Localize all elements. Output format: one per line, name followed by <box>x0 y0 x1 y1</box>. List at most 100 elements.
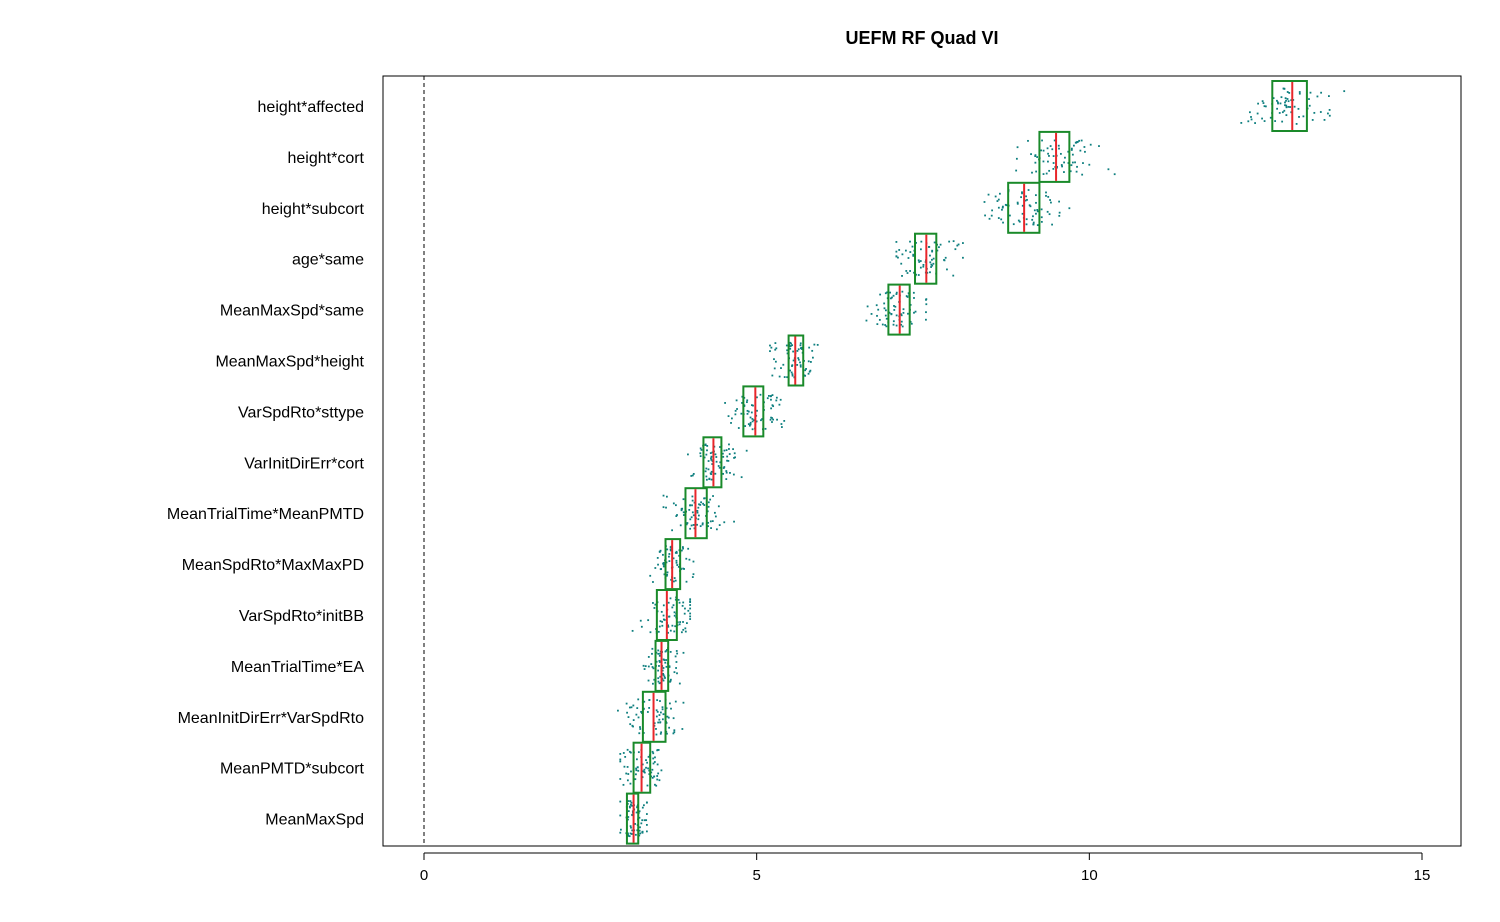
data-point <box>707 521 710 524</box>
data-point <box>1280 96 1283 99</box>
data-point <box>1015 169 1018 172</box>
data-point <box>675 515 678 517</box>
data-point <box>723 521 726 524</box>
data-point <box>1328 109 1331 111</box>
data-point <box>702 502 704 505</box>
data-point <box>1284 101 1286 104</box>
data-point <box>909 240 911 243</box>
data-point <box>705 467 708 470</box>
data-point <box>791 344 794 347</box>
data-point <box>925 303 928 306</box>
data-point <box>775 399 778 402</box>
data-point <box>662 506 665 509</box>
data-point <box>906 272 909 274</box>
data-point <box>645 759 647 762</box>
data-point <box>1248 111 1251 114</box>
x-tick-label: 0 <box>420 867 428 884</box>
data-point <box>666 548 669 551</box>
data-point <box>1320 91 1323 94</box>
data-point <box>672 580 675 583</box>
data-point <box>749 421 752 424</box>
data-point <box>673 611 676 614</box>
data-point <box>642 804 645 807</box>
data-point <box>1263 120 1266 122</box>
data-point <box>927 246 930 248</box>
data-point <box>631 804 633 807</box>
data-point <box>677 565 680 568</box>
data-point <box>1269 116 1272 119</box>
data-point <box>769 350 771 353</box>
data-point <box>1247 120 1250 123</box>
data-point <box>699 452 702 455</box>
data-point <box>647 656 650 658</box>
data-point <box>646 711 649 713</box>
data-point <box>719 446 721 448</box>
data-point <box>673 577 676 579</box>
data-point <box>726 459 728 462</box>
data-point <box>667 624 670 627</box>
data-point <box>1061 165 1063 168</box>
data-point <box>674 700 677 703</box>
data-point <box>895 250 898 253</box>
data-point <box>627 773 630 775</box>
data-point <box>665 506 667 509</box>
data-point <box>625 702 628 705</box>
data-point <box>628 750 631 753</box>
data-point <box>1070 147 1073 150</box>
data-point <box>665 707 668 710</box>
box-6 <box>742 385 765 438</box>
data-point <box>625 772 628 775</box>
data-point <box>619 758 622 761</box>
data-point <box>658 714 661 716</box>
data-point <box>627 818 629 821</box>
data-point <box>691 504 693 507</box>
data-point <box>682 567 685 570</box>
y-label: MeanPMTD*subcort <box>220 761 365 778</box>
data-point <box>682 511 685 514</box>
data-point <box>700 501 702 504</box>
data-point <box>651 652 653 655</box>
data-point <box>1026 198 1028 201</box>
data-point <box>780 426 783 428</box>
data-point <box>1276 101 1279 104</box>
data-point <box>651 750 654 753</box>
data-point <box>770 407 773 410</box>
data-point <box>703 497 705 500</box>
data-point <box>1256 112 1259 115</box>
data-point <box>905 295 908 297</box>
data-point <box>913 297 915 299</box>
data-point <box>1279 102 1282 105</box>
data-point <box>768 394 770 397</box>
data-point <box>900 313 902 316</box>
data-point <box>709 520 712 523</box>
data-point <box>661 708 664 711</box>
data-point <box>876 323 879 326</box>
data-point <box>714 515 717 518</box>
data-point <box>929 271 931 274</box>
data-point <box>649 631 652 634</box>
data-point <box>652 757 655 760</box>
data-point <box>682 498 685 501</box>
data-point <box>688 508 691 511</box>
data-point <box>682 601 685 604</box>
box-4 <box>887 283 911 336</box>
data-point <box>675 650 678 652</box>
data-point <box>635 811 638 814</box>
data-point <box>634 823 637 825</box>
data-point <box>653 761 656 763</box>
plot-frame <box>382 75 1462 847</box>
data-point <box>1240 122 1243 124</box>
data-point <box>901 275 903 277</box>
data-point <box>690 516 693 519</box>
data-point <box>914 310 917 313</box>
data-point <box>1040 220 1043 223</box>
data-point <box>706 445 709 447</box>
data-point <box>1311 119 1314 121</box>
data-point <box>997 206 1000 209</box>
data-point <box>1052 155 1055 157</box>
data-point <box>886 291 889 294</box>
data-point <box>957 243 960 246</box>
data-point <box>1016 201 1019 204</box>
data-point <box>733 456 735 459</box>
data-point <box>669 629 672 632</box>
